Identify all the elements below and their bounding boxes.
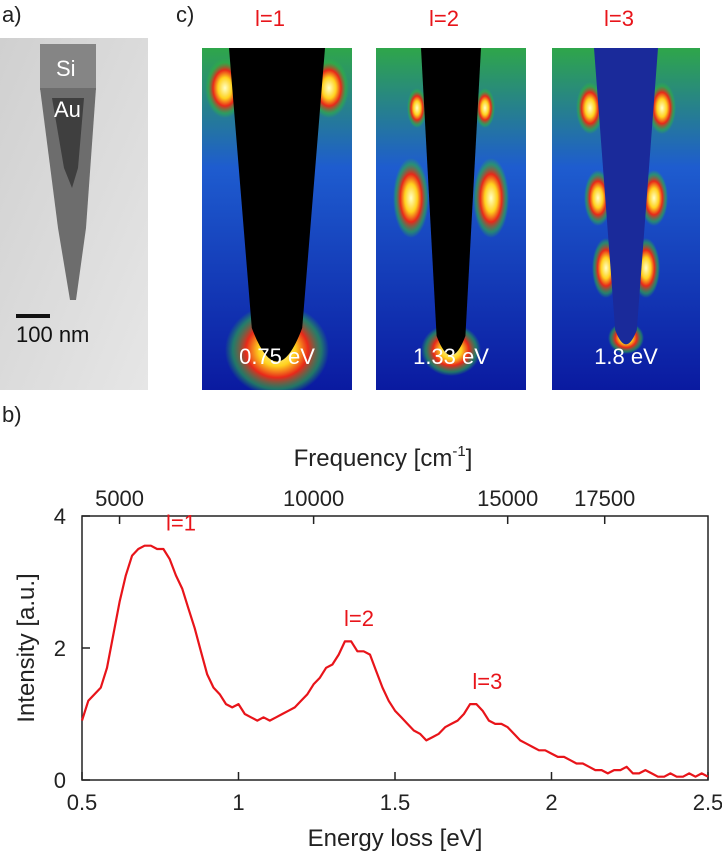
energy-label-1: 0.75 eV: [239, 344, 315, 369]
x-tick-label: 0.5: [67, 790, 98, 815]
mode-label-3: l=3: [604, 6, 634, 31]
top-tick-label: 5000: [95, 486, 144, 511]
material-label-si: Si: [56, 56, 76, 81]
tem-image: [0, 38, 148, 390]
spectrum-line: [80, 544, 709, 778]
top-tick-label: 15000: [477, 486, 538, 511]
x-axis-label: Energy loss [eV]: [308, 825, 483, 852]
plot-frame: [81, 515, 709, 781]
y-tick-label: 0: [54, 768, 66, 793]
material-label-au: Au: [54, 97, 81, 122]
mode-label-2: l=2: [429, 6, 459, 31]
spectrum-chart: 0.5 1 1.5 2 2.5 0 2 4 5000 10000 15000 17500 Energy …: [13, 443, 722, 852]
mode-label-1: l=1: [255, 6, 285, 31]
y-tick-label: 2: [54, 636, 66, 661]
peak-label-2: l=2: [344, 606, 374, 631]
x-tick-label: 1.5: [380, 790, 411, 815]
y-tick-label: 4: [54, 504, 66, 529]
panel-label-c: c): [176, 2, 195, 27]
x-tick-label: 2.5: [693, 790, 722, 815]
top-axis-label: Frequency [cm-1]: [294, 443, 473, 472]
x-tick-label: 1: [232, 790, 244, 815]
top-tick-label: 17500: [574, 486, 635, 511]
scale-bar-label: 100 nm: [16, 322, 90, 347]
eels-map-3: [552, 48, 700, 390]
x-tick-label: 2: [545, 790, 557, 815]
eels-map-2: [376, 48, 526, 390]
peak-label-3: l=3: [472, 669, 502, 694]
energy-label-3: 1.8 eV: [594, 344, 658, 369]
y-axis-label: Intensity [a.u.]: [13, 573, 40, 722]
panel-label-a: a): [2, 2, 22, 27]
eels-map-1: [202, 48, 352, 396]
energy-label-2: 1.33 eV: [413, 344, 489, 369]
top-tick-label: 10000: [283, 486, 344, 511]
panel-label-b: b): [2, 402, 22, 427]
peak-label-1: l=1: [166, 510, 196, 535]
